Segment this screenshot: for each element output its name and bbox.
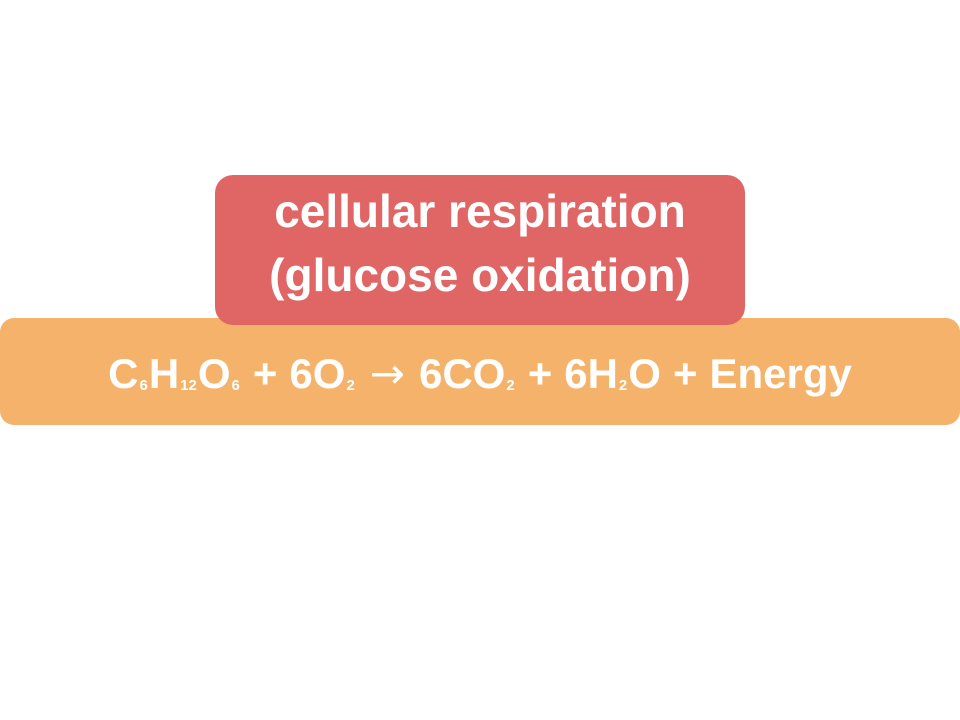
oxygen-reactant-main: 6O [289, 349, 346, 397]
plus-sign-2: + [527, 349, 553, 397]
water-subscript: 2 [618, 376, 628, 394]
carbon-dioxide-product: 6CO2 [419, 350, 516, 398]
energy-product: Energy [709, 349, 852, 397]
water-product: 6H2O [564, 350, 661, 398]
process-label-box: cellular respiration (glucose oxidation) [215, 175, 745, 325]
oxygen-reactant: 6O2 [289, 350, 355, 398]
oxygen-reactant-subscript: 2 [346, 376, 355, 394]
hydrogen-subscript: 12 [180, 376, 197, 394]
process-label-line2: (glucose oxidation) [269, 249, 691, 301]
carbon-symbol: C [108, 349, 139, 397]
process-label-line1: cellular respiration [274, 185, 686, 237]
carbon-dioxide-subscript: 2 [506, 376, 515, 394]
hydrogen-symbol: H [148, 349, 180, 397]
oxygen-subscript: 6 [231, 376, 240, 394]
glucose-formula: C6H12O6 [108, 350, 241, 398]
equation-box: C6H12O6 + 6O2 → 6CO2 + 6H2O + Energy [0, 318, 960, 425]
carbon-dioxide-main: 6CO [418, 349, 506, 397]
oxygen-symbol: O [197, 349, 231, 397]
water-main: 6H [564, 349, 618, 397]
reaction-arrow: → [369, 349, 405, 398]
plus-sign-3: + [672, 349, 698, 397]
plus-sign-1: + [252, 349, 278, 397]
carbon-subscript: 6 [139, 376, 148, 394]
water-tail: O [628, 349, 661, 397]
